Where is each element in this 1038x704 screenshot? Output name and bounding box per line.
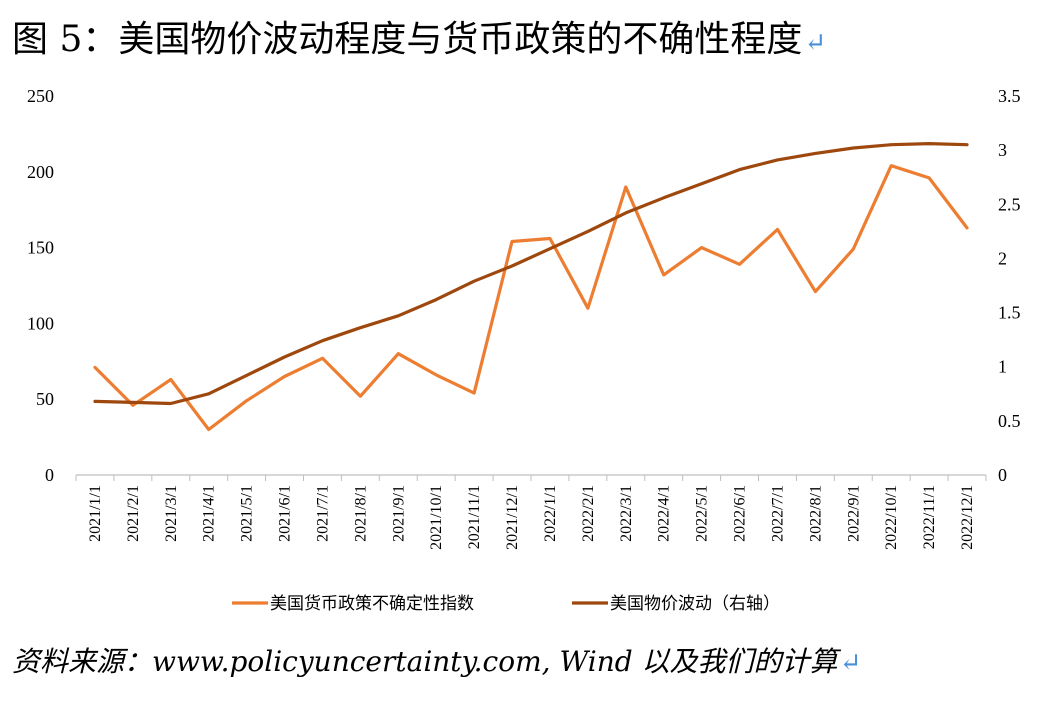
x-axis-tick-label: 2022/6/1 — [732, 485, 749, 542]
right-axis-tick-label: 1.5 — [998, 303, 1021, 323]
chart-legend: 美国货币政策不确定性指数 美国物价波动（右轴） — [232, 594, 780, 614]
return-mark-icon: ↵ — [839, 648, 862, 678]
x-axis-tick-label: 2022/9/1 — [845, 485, 862, 542]
x-axis-tick-label: 2022/7/1 — [769, 485, 786, 542]
x-axis-tick-label: 2021/2/1 — [125, 485, 142, 542]
right-axis-tick-label: 0 — [998, 465, 1007, 485]
x-axis-tick-label: 2022/12/1 — [959, 485, 976, 550]
left-axis-ticks: 0 50 100 150 200 250 — [27, 86, 54, 485]
x-axis-tick-label: 2021/10/1 — [428, 485, 445, 550]
legend-label: 美国物价波动（右轴） — [610, 594, 780, 614]
chart-title-text: 图 5：美国物价波动程度与货币政策的不确性程度 — [12, 19, 803, 60]
x-axis-tick-label: 2022/11/1 — [921, 485, 938, 549]
source-note: 资料来源：www.policyuncertainty.com, Wind 以及我… — [12, 640, 861, 680]
x-axis-tick-label: 2022/3/1 — [618, 485, 635, 542]
x-axis-tick-label: 2021/7/1 — [314, 485, 331, 542]
policy-uncertainty-line — [93, 164, 969, 432]
x-axis-tick-label: 2021/9/1 — [390, 485, 407, 542]
return-mark-icon: ↵ — [804, 28, 827, 58]
x-axis-tick-label: 2021/3/1 — [163, 485, 180, 542]
x-axis-tick-label: 2021/4/1 — [201, 485, 218, 542]
x-axis-tick-label: 2022/1/1 — [542, 485, 559, 542]
source-text: 资料来源：www.policyuncertainty.com, Wind 以及我… — [12, 645, 838, 678]
chart-title: 图 5：美国物价波动程度与货币政策的不确性程度↵ — [12, 18, 826, 65]
left-axis-tick-label: 50 — [36, 389, 54, 409]
x-axis-tick-label: 2022/8/1 — [807, 485, 824, 542]
chart-axes — [75, 474, 987, 481]
x-axis-tick-label: 2021/1/1 — [87, 485, 104, 542]
right-axis-tick-label: 3 — [998, 140, 1007, 160]
x-axis-tick-label: 2022/2/1 — [580, 485, 597, 542]
x-axis-ticks: 2021/1/1 2021/2/1 2021/3/1 2021/4/1 2021/5/1… — [87, 485, 976, 550]
left-axis-tick-label: 150 — [27, 238, 54, 258]
x-axis-tick-label: 2022/4/1 — [656, 485, 673, 542]
x-axis-tick-label: 2022/10/1 — [883, 485, 900, 550]
left-axis-tick-label: 250 — [27, 86, 54, 106]
right-axis-tick-label: 0.5 — [998, 411, 1021, 431]
right-axis-ticks: 0 0.5 1 1.5 2 2.5 3 3.5 — [998, 86, 1021, 485]
right-axis-tick-label: 3.5 — [998, 86, 1021, 106]
x-axis-tick-label: 2021/8/1 — [352, 485, 369, 542]
x-axis-tick-label: 2021/5/1 — [239, 485, 256, 542]
x-axis-tick-label: 2021/12/1 — [504, 485, 521, 550]
x-axis-tick-label: 2022/5/1 — [694, 485, 711, 542]
right-axis-tick-label: 1 — [998, 357, 1007, 377]
series-lines — [93, 142, 969, 432]
right-axis-tick-label: 2.5 — [998, 194, 1021, 214]
left-axis-tick-label: 0 — [45, 465, 54, 485]
left-axis-tick-label: 200 — [27, 162, 54, 182]
right-axis-tick-label: 2 — [998, 248, 1007, 268]
x-axis-tick-label: 2021/11/1 — [466, 485, 483, 549]
legend-label: 美国货币政策不确定性指数 — [270, 594, 474, 614]
x-axis-tick-label: 2021/6/1 — [277, 485, 294, 542]
price-volatility-line — [93, 142, 969, 406]
left-axis-tick-label: 100 — [27, 313, 54, 333]
